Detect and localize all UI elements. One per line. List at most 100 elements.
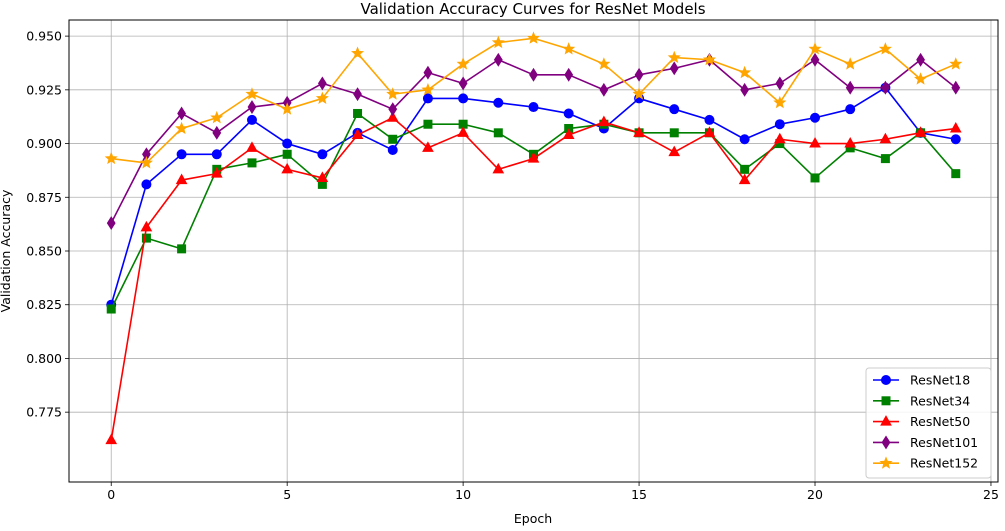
data-point bbox=[388, 134, 398, 144]
data-point bbox=[141, 233, 151, 243]
data-point bbox=[950, 134, 961, 145]
data-point bbox=[281, 162, 294, 174]
y-axis-label: Validation Accuracy bbox=[0, 189, 13, 312]
data-point bbox=[141, 179, 152, 190]
data-point bbox=[845, 80, 855, 95]
data-point bbox=[177, 244, 187, 254]
data-point bbox=[175, 173, 188, 185]
data-point bbox=[422, 93, 433, 104]
x-tick-label: 5 bbox=[283, 487, 291, 502]
x-axis-label: Epoch bbox=[514, 511, 552, 526]
data-point bbox=[423, 65, 433, 80]
data-point bbox=[211, 149, 222, 160]
data-point bbox=[632, 87, 646, 100]
data-point bbox=[351, 46, 365, 59]
data-point bbox=[564, 67, 574, 82]
data-point bbox=[740, 164, 750, 174]
data-point bbox=[423, 119, 433, 129]
data-point bbox=[491, 35, 505, 49]
data-point bbox=[844, 137, 857, 148]
x-tick-label: 0 bbox=[107, 487, 115, 502]
data-point bbox=[175, 121, 189, 135]
data-point bbox=[210, 110, 224, 124]
data-point bbox=[317, 76, 327, 91]
data-point bbox=[210, 167, 223, 178]
data-point bbox=[282, 138, 293, 149]
data-point bbox=[667, 50, 681, 64]
data-point bbox=[106, 304, 116, 314]
data-point bbox=[457, 126, 469, 137]
data-point bbox=[493, 97, 504, 108]
data-point bbox=[599, 82, 609, 97]
data-point bbox=[353, 87, 362, 102]
legend-box bbox=[865, 367, 992, 479]
data-point bbox=[492, 162, 505, 174]
legend-label: ResNet34 bbox=[910, 393, 970, 408]
data-point bbox=[104, 151, 118, 165]
data-point bbox=[386, 87, 400, 100]
data-point bbox=[351, 128, 364, 139]
data-point bbox=[669, 104, 680, 115]
legend-item: ResNet34 bbox=[873, 393, 970, 408]
data-point bbox=[880, 154, 890, 164]
data-point bbox=[106, 216, 116, 230]
data-point bbox=[703, 126, 716, 137]
data-point bbox=[914, 126, 927, 137]
data-point bbox=[843, 57, 857, 70]
legend-label: ResNet18 bbox=[910, 373, 970, 388]
legend-item: ResNet50 bbox=[873, 414, 970, 429]
legend: ResNet18 ResNet34 ResNet50 ResNet101 ResNet1… bbox=[865, 367, 992, 479]
data-point bbox=[493, 128, 503, 138]
data-point bbox=[704, 114, 715, 125]
y-tick-label: 0.950 bbox=[26, 29, 62, 44]
data-point bbox=[808, 42, 822, 55]
y-tick-label: 0.925 bbox=[26, 82, 62, 97]
data-point bbox=[317, 149, 328, 160]
data-point bbox=[458, 93, 469, 104]
data-point bbox=[139, 156, 153, 169]
y-tick-label: 0.850 bbox=[26, 244, 62, 259]
legend-marker bbox=[881, 375, 891, 385]
data-point bbox=[456, 57, 470, 70]
data-point bbox=[810, 52, 820, 67]
data-point bbox=[386, 111, 399, 122]
chart-title: Validation Accuracy Curves for ResNet Mo… bbox=[360, 0, 705, 18]
data-point bbox=[773, 95, 787, 109]
data-point bbox=[881, 80, 890, 95]
data-point bbox=[422, 141, 434, 152]
data-point bbox=[634, 67, 644, 82]
data-point bbox=[951, 80, 961, 95]
data-point bbox=[810, 112, 821, 123]
data-point bbox=[563, 108, 574, 119]
data-point bbox=[949, 121, 962, 133]
data-point bbox=[316, 171, 329, 182]
y-tick-label: 0.900 bbox=[26, 136, 62, 151]
data-point bbox=[810, 173, 820, 183]
data-point bbox=[951, 169, 961, 179]
x-tick-label: 25 bbox=[983, 487, 999, 502]
data-point bbox=[738, 173, 751, 185]
data-point bbox=[177, 106, 186, 121]
data-point bbox=[669, 61, 679, 76]
data-point bbox=[597, 57, 611, 70]
legend-item: ResNet152 bbox=[873, 456, 978, 471]
data-point bbox=[247, 100, 257, 114]
legend-label: ResNet50 bbox=[910, 414, 970, 429]
legend-marker bbox=[881, 396, 891, 406]
data-point bbox=[526, 31, 541, 44]
x-tick-label: 15 bbox=[631, 487, 647, 502]
data-point bbox=[280, 102, 294, 115]
data-point bbox=[176, 149, 187, 160]
legend-marker bbox=[879, 456, 893, 469]
data-point bbox=[212, 125, 222, 140]
data-point bbox=[738, 65, 752, 79]
legend-label: ResNet152 bbox=[910, 456, 978, 471]
data-point bbox=[245, 87, 259, 100]
legend-marker bbox=[880, 415, 892, 426]
data-point bbox=[140, 220, 153, 232]
data-point bbox=[774, 119, 785, 130]
data-point bbox=[878, 42, 892, 55]
